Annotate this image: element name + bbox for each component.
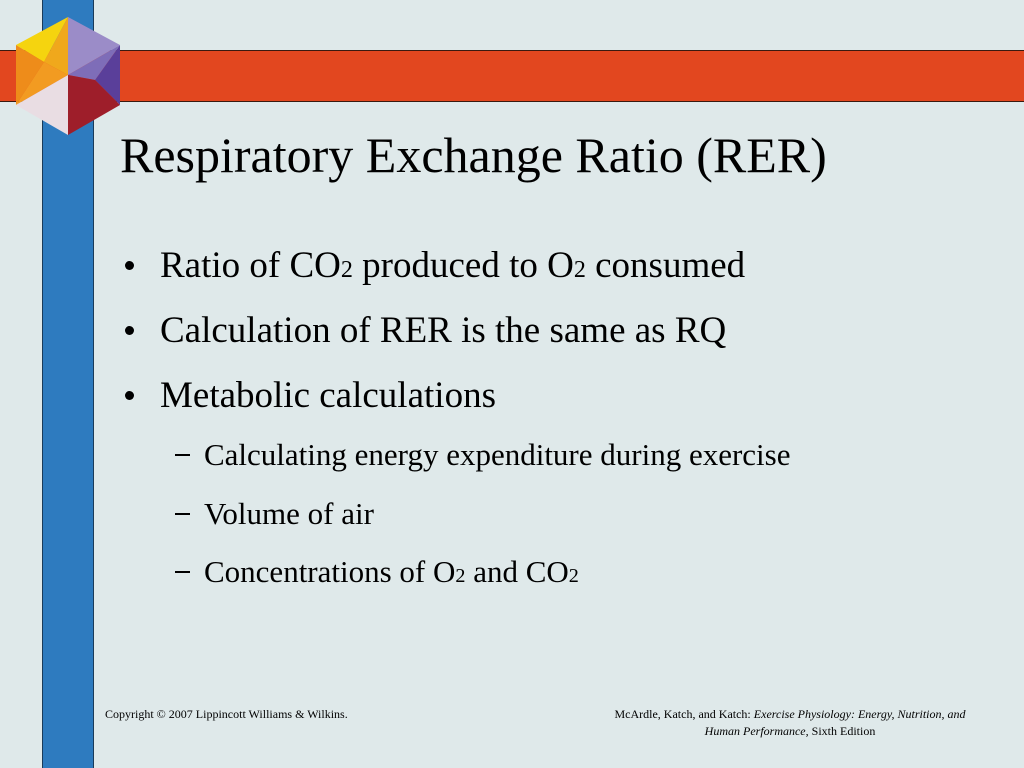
bullet-marker (125, 391, 134, 400)
dash-marker (175, 571, 190, 573)
citation-edition: Sixth Edition (808, 724, 876, 738)
dash-marker (175, 513, 190, 515)
citation-authors: McArdle, Katch, and Katch: (614, 707, 754, 721)
text: Concentrations of O (204, 554, 456, 589)
bullet-marker (125, 326, 134, 335)
slide-title: Respiratory Exchange Ratio (RER) (120, 127, 827, 183)
logo (16, 17, 120, 135)
text: Calculation of RER is the same as RQ (160, 310, 727, 351)
citation: McArdle, Katch, and Katch: Exercise Phys… (610, 706, 970, 740)
sub-bullet: Volume of air (175, 496, 374, 532)
copyright: Copyright © 2007 Lippincott Williams & W… (105, 707, 348, 721)
text: produced to O (352, 245, 574, 286)
dash-marker (175, 454, 190, 456)
bullet: Calculation of RER is the same as RQ (125, 309, 726, 352)
text: consumed (585, 245, 746, 286)
bullet: Metabolic calculations (125, 374, 496, 417)
horizontal-bar (0, 50, 1024, 102)
text: Volume of air (204, 496, 374, 531)
text: and CO (465, 554, 569, 589)
bullet-marker (125, 261, 134, 270)
text: Ratio of CO (160, 245, 341, 286)
text: Metabolic calculations (160, 375, 496, 416)
text: Calculating energy expenditure during ex… (204, 437, 791, 472)
sub-bullet: Calculating energy expenditure during ex… (175, 437, 791, 473)
citation-book: Exercise Physiology: Energy, Nutrition, … (704, 707, 966, 738)
